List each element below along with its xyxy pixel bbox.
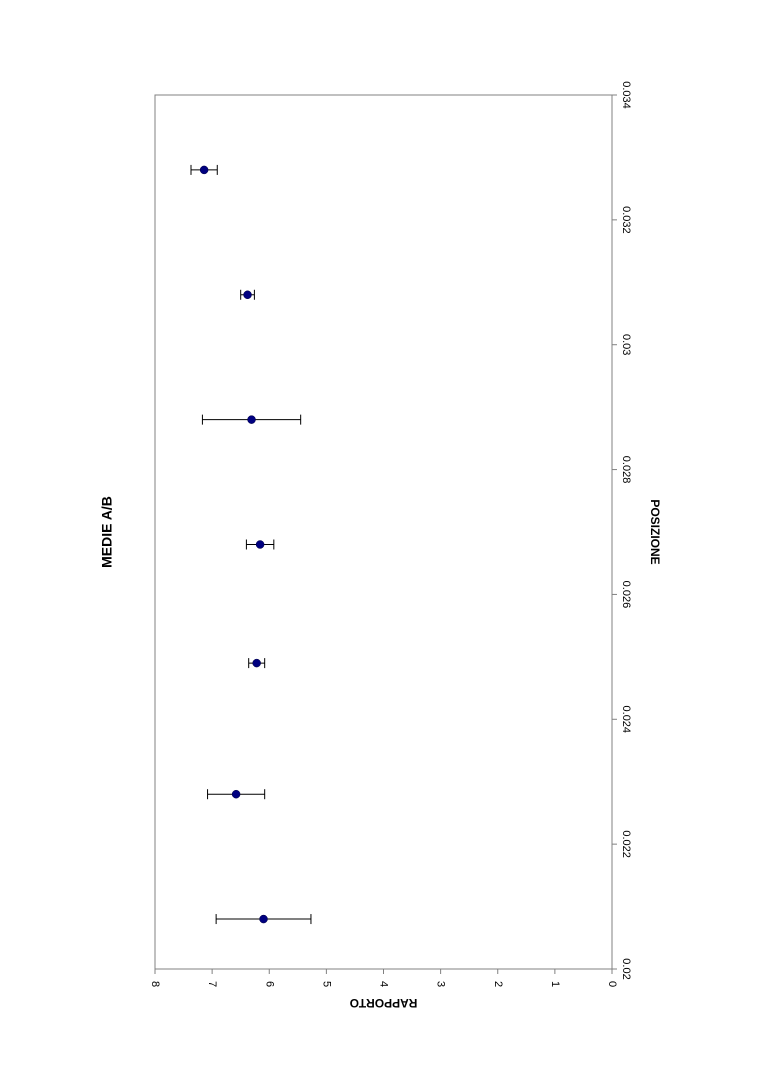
x-tick-label: 0.022	[620, 830, 632, 858]
chart-title: MEDIE A/B	[99, 496, 115, 568]
y-tick-label: 7	[206, 981, 218, 987]
data-point	[199, 165, 209, 175]
y-axis-title: RAPPORTO	[350, 996, 418, 1010]
y-tick-label: 1	[549, 981, 561, 987]
y-tick-label: 4	[378, 981, 390, 987]
data-point	[259, 914, 268, 924]
x-tick-label: 0.028	[620, 456, 632, 484]
data-point	[247, 415, 256, 424]
x-tick-label: 0.03	[620, 334, 632, 355]
x-tick-label: 0.024	[620, 706, 632, 734]
y-tick-label: 2	[492, 981, 504, 987]
y-tick-label: 6	[263, 981, 275, 987]
plot-area	[154, 94, 613, 970]
data-point	[252, 658, 261, 668]
x-tick-label: 0.026	[620, 581, 632, 609]
x-tick-label: 0.032	[620, 206, 632, 234]
x-tick-label: 0.02	[620, 958, 632, 979]
data-point	[231, 789, 241, 799]
y-tick-label: 5	[320, 981, 332, 987]
data-point	[255, 540, 265, 549]
y-tick-label: 0	[606, 981, 618, 987]
x-tick-label: 0.034	[620, 81, 632, 109]
data-point	[243, 290, 252, 300]
x-axis-title: POSIZIONE	[648, 499, 662, 564]
y-tick-label: 8	[149, 981, 161, 987]
y-tick-label: 3	[435, 981, 447, 987]
